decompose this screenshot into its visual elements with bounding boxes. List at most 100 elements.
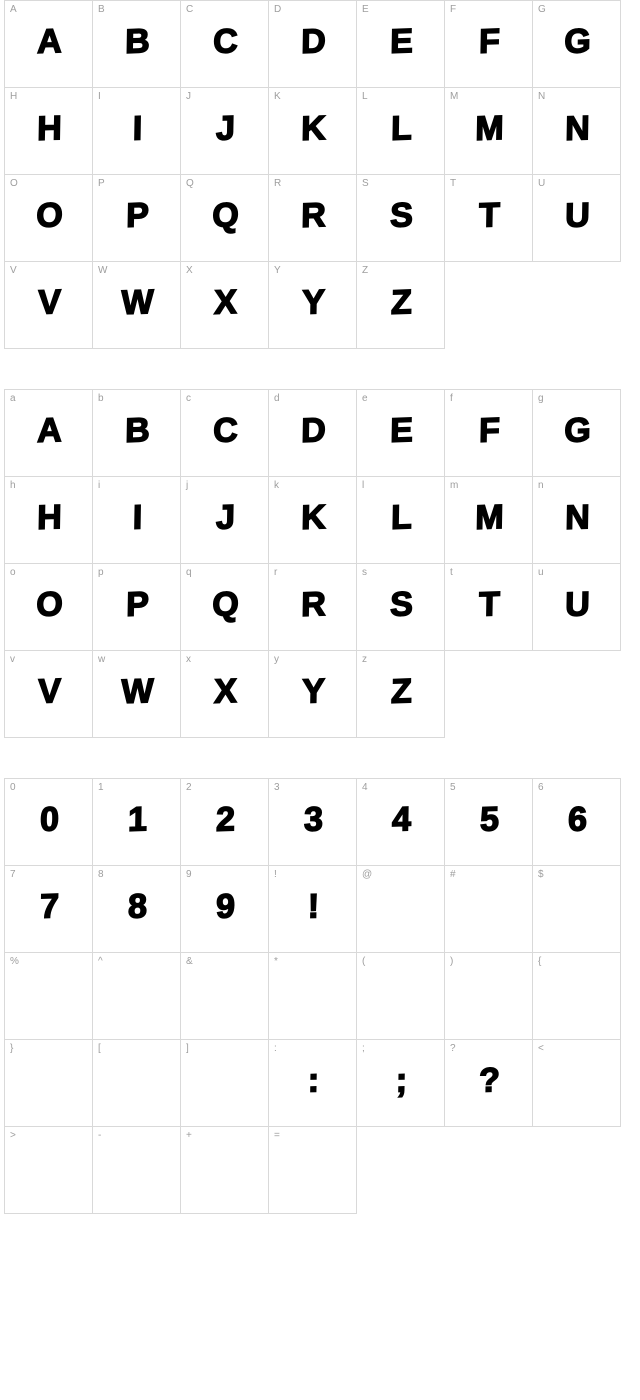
- glyph-cell: <: [533, 1040, 621, 1127]
- glyph-cell: QQ: [181, 175, 269, 262]
- cell-label: V: [10, 265, 17, 276]
- cell-glyph: I: [132, 109, 141, 148]
- glyph-cell: NN: [533, 88, 621, 175]
- glyph-cell: SS: [357, 175, 445, 262]
- cell-label: 3: [274, 782, 280, 793]
- cell-label: 7: [10, 869, 16, 880]
- glyph-cell: dD: [269, 390, 357, 477]
- cell-label: *: [274, 956, 278, 967]
- cell-label: <: [538, 1043, 544, 1054]
- cell-label: A: [10, 4, 17, 15]
- cell-glyph: P: [125, 196, 147, 236]
- glyph-cell: ]: [181, 1040, 269, 1127]
- cell-label: i: [98, 480, 100, 491]
- glyph-cell: fF: [445, 390, 533, 477]
- grid-numbers-symbols: 00112233445566778899!!@#$%^&*(){}[]::;;?…: [4, 778, 621, 1214]
- cell-label: I: [98, 91, 101, 102]
- glyph-cell: MM: [445, 88, 533, 175]
- glyph-cell: 44: [357, 779, 445, 866]
- glyph-cell: XX: [181, 262, 269, 349]
- glyph-cell: (: [357, 953, 445, 1040]
- cell-label: h: [10, 480, 16, 491]
- cell-label: Z: [362, 265, 368, 276]
- cell-glyph: ?: [478, 1061, 498, 1101]
- cell-glyph: F: [478, 411, 498, 451]
- cell-glyph: U: [564, 196, 588, 236]
- cell-label: P: [98, 178, 105, 189]
- glyph-cell: uU: [533, 564, 621, 651]
- glyph-cell: {: [533, 953, 621, 1040]
- cell-glyph: N: [564, 498, 588, 538]
- cell-label: L: [362, 91, 368, 102]
- glyph-cell: mM: [445, 477, 533, 564]
- cell-label: ): [450, 956, 453, 967]
- cell-glyph: G: [563, 22, 589, 62]
- cell-glyph: 3: [303, 800, 322, 840]
- glyph-cell: oO: [5, 564, 93, 651]
- cell-glyph: F: [478, 22, 498, 62]
- cell-label: ?: [450, 1043, 456, 1054]
- glyph-cell: tT: [445, 564, 533, 651]
- glyph-cell: 33: [269, 779, 357, 866]
- cell-label: B: [98, 4, 105, 15]
- cell-glyph: H: [36, 109, 60, 149]
- glyph-cell: 22: [181, 779, 269, 866]
- cell-label: %: [10, 956, 19, 967]
- glyph-cell: LL: [357, 88, 445, 175]
- cell-glyph: C: [212, 411, 236, 451]
- character-map: AABBCCDDEEFFGGHHIIJJKKLLMMNNOOPPQQRRSSTT…: [0, 0, 640, 1214]
- cell-label: g: [538, 393, 544, 404]
- cell-glyph: 4: [391, 800, 410, 840]
- cell-label: J: [186, 91, 191, 102]
- glyph-cell: JJ: [181, 88, 269, 175]
- glyph-cell: rR: [269, 564, 357, 651]
- glyph-cell: lL: [357, 477, 445, 564]
- glyph-cell: TT: [445, 175, 533, 262]
- cell-label: 8: [98, 869, 104, 880]
- glyph-cell: II: [93, 88, 181, 175]
- cell-glyph: E: [389, 22, 411, 62]
- cell-glyph: A: [36, 22, 60, 62]
- cell-glyph: Y: [301, 672, 323, 712]
- empty-cell: [445, 262, 533, 348]
- cell-label: ^: [98, 956, 103, 967]
- cell-label: c: [186, 393, 191, 404]
- cell-glyph: R: [300, 585, 324, 625]
- cell-glyph: M: [474, 498, 502, 538]
- glyph-cell: *: [269, 953, 357, 1040]
- glyph-cell: 77: [5, 866, 93, 953]
- cell-glyph: U: [564, 585, 588, 625]
- glyph-cell: ::: [269, 1040, 357, 1127]
- cell-label: b: [98, 393, 104, 404]
- cell-label: z: [362, 654, 367, 665]
- cell-label: 5: [450, 782, 456, 793]
- cell-glyph: L: [390, 498, 410, 538]
- glyph-cell: [: [93, 1040, 181, 1127]
- cell-label: C: [186, 4, 193, 15]
- cell-glyph: K: [300, 498, 324, 538]
- cell-label: w: [98, 654, 105, 665]
- cell-label: R: [274, 178, 281, 189]
- glyph-cell: +: [181, 1127, 269, 1214]
- glyph-cell: xX: [181, 651, 269, 738]
- section-lowercase: aAbBcCdDeEfFgGhHiIjJkKlLmMnNoOpPqQrRsStT…: [0, 389, 640, 738]
- glyph-cell: 99: [181, 866, 269, 953]
- empty-cell: [445, 1127, 533, 1213]
- cell-label: j: [186, 480, 188, 491]
- cell-label: k: [274, 480, 279, 491]
- glyph-cell: 88: [93, 866, 181, 953]
- glyph-cell: nN: [533, 477, 621, 564]
- cell-glyph: V: [37, 283, 59, 323]
- glyph-cell: CC: [181, 1, 269, 88]
- cell-glyph: Q: [211, 196, 237, 236]
- glyph-cell: aA: [5, 390, 93, 477]
- cell-glyph: 2: [215, 800, 234, 840]
- cell-label: 4: [362, 782, 368, 793]
- cell-glyph: B: [124, 411, 148, 451]
- section-uppercase: AABBCCDDEEFFGGHHIIJJKKLLMMNNOOPPQQRRSSTT…: [0, 0, 640, 349]
- cell-glyph: W: [121, 283, 153, 323]
- cell-glyph: S: [389, 196, 411, 236]
- glyph-cell: wW: [93, 651, 181, 738]
- cell-glyph: B: [124, 22, 148, 62]
- glyph-cell: eE: [357, 390, 445, 477]
